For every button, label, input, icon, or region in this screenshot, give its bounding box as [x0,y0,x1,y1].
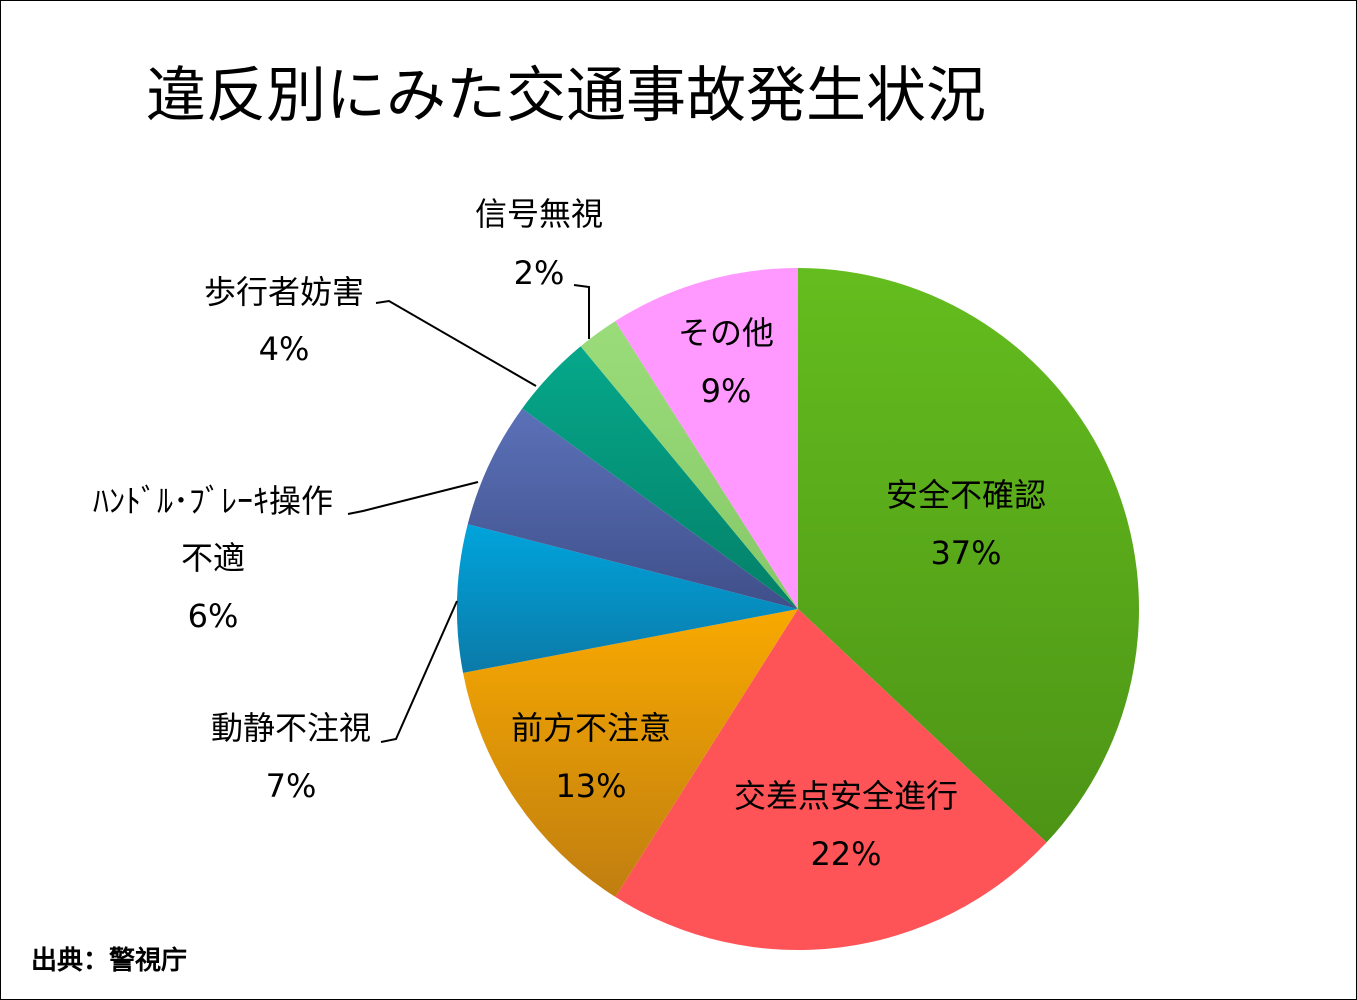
pie-slices [456,267,1140,951]
leader-line-5 [347,481,479,515]
pie-slice-2 [615,609,1047,951]
source-note: 出典：警視庁 [31,945,187,976]
leader-lines [347,284,590,743]
slice-label-1: 安全不確認 [886,476,1046,514]
slice-percent-3: 13% [555,767,626,805]
slice-percent-7: 2% [514,254,565,292]
leader-line-4 [380,600,458,743]
slice-label-6: 歩行者妨害 [204,273,364,311]
pie-slice-8 [615,268,798,609]
pie-slice-1 [798,267,1140,843]
slice-percent-6: 4% [259,330,310,368]
pie-slice-3 [463,609,798,897]
leader-line-6 [375,299,537,387]
slice-label-7: 信号無視 [475,195,603,233]
slice-label-4: 動静不注視 [211,709,371,747]
slice-percent-5: 6% [188,597,239,635]
slice-label-5-line-2: 不適 [181,539,245,577]
slice-label-5-line-1: ﾊﾝﾄﾞﾙ･ﾌﾞﾚｰｷ操作 [93,482,333,520]
slice-label-2: 交差点安全進行 [734,777,958,815]
slice-labels: 安全不確認 37% 交差点安全進行 22% 前方不注意 13% 動静不注視 7% ﾊﾝﾄﾞﾙ･ﾌ… [93,195,1046,873]
slice-percent-4: 7% [266,767,317,805]
slice-percent-2: 22% [810,835,881,873]
pie-slice-5 [467,408,798,609]
slice-percent-8: 9% [701,372,752,410]
slice-percent-1: 37% [930,534,1001,572]
chart-title: 違反別にみた交通事故発生状況 [146,61,986,131]
slice-label-3: 前方不注意 [511,709,671,747]
pie-slice-6 [522,346,798,609]
pie-slice-4 [456,524,798,673]
pie-slice-7 [580,321,798,609]
leader-line-7 [573,284,590,339]
slice-label-8: その他 [678,314,774,352]
